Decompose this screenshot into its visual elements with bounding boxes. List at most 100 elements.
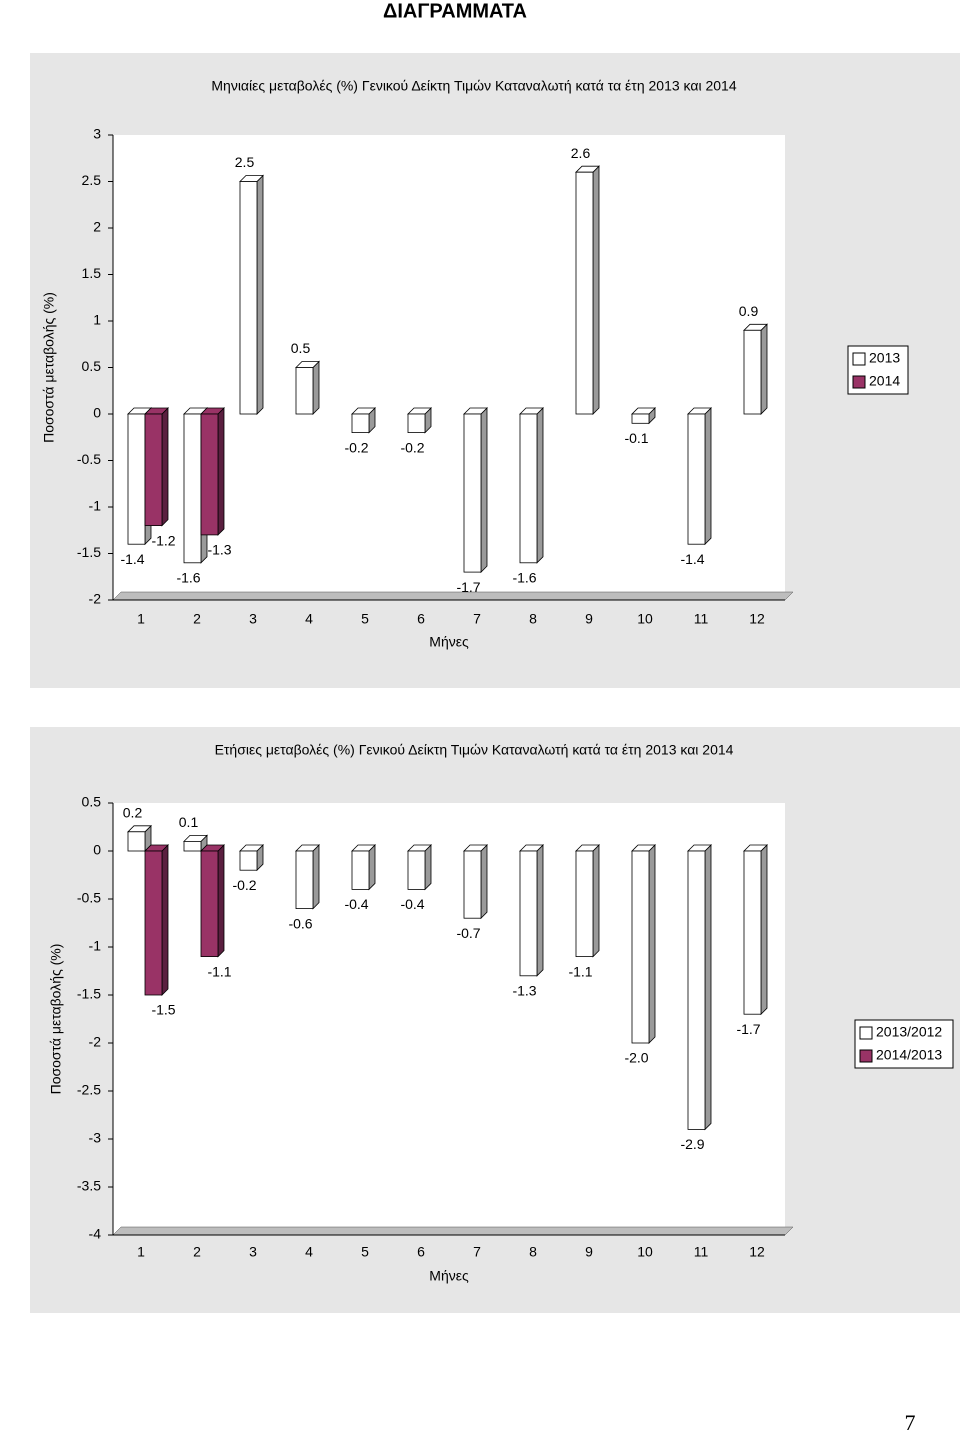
legend-label: 2014: [869, 373, 900, 389]
data-label: 0.1: [179, 814, 199, 830]
legend-label: 2013: [869, 350, 900, 366]
bar-3d: [351, 407, 376, 434]
x-tick-label: 1: [137, 1244, 145, 1260]
bar-3d: [463, 844, 488, 920]
y-tick-label: -3.5: [77, 1178, 101, 1194]
bar-3d: [351, 844, 376, 891]
bar: [295, 850, 314, 909]
bar-side: [312, 360, 320, 415]
plot-area: [113, 135, 785, 600]
data-label: -0.1: [624, 430, 648, 446]
bar: [743, 850, 762, 1015]
bar: [463, 850, 482, 919]
y-tick-label: -1: [89, 498, 102, 514]
bar-side: [161, 407, 169, 527]
data-label: -0.2: [400, 439, 424, 455]
x-tick-label: 4: [305, 611, 313, 627]
bar: [351, 850, 370, 890]
x-tick-label: 11: [694, 611, 709, 627]
x-tick-label: 2: [193, 1244, 201, 1260]
x-tick-label: 5: [361, 1244, 369, 1260]
bar-side: [760, 844, 768, 1016]
x-tick-label: 12: [749, 1244, 765, 1260]
data-label: -2.9: [680, 1136, 704, 1152]
x-tick-label: 7: [473, 1244, 481, 1260]
x-tick-label: 8: [529, 611, 537, 627]
data-label: -0.2: [344, 439, 368, 455]
bar-side: [217, 407, 225, 536]
x-tick-label: 10: [637, 611, 653, 627]
bar-3d: [183, 834, 208, 852]
y-tick-label: -1.5: [77, 986, 101, 1002]
y-tick-label: -0.5: [77, 451, 101, 467]
bar-3d: [407, 407, 432, 434]
y-tick-label: 0: [93, 842, 101, 858]
x-tick-label: 5: [361, 611, 369, 627]
y-tick-label: 3: [93, 126, 101, 142]
page-number: 7: [905, 1410, 916, 1435]
data-label: -1.2: [151, 532, 175, 548]
bar-3d: [687, 407, 712, 546]
bar: [144, 850, 163, 996]
bar-3d: [127, 824, 152, 852]
bar: [200, 850, 219, 957]
data-label: -1.1: [568, 963, 592, 979]
data-label: -1.7: [736, 1021, 760, 1037]
bar-side: [368, 844, 376, 891]
bar: [295, 367, 314, 415]
bar: [127, 413, 146, 545]
data-label: -0.7: [456, 925, 480, 941]
bar: [463, 413, 482, 573]
data-label: -2.0: [624, 1050, 648, 1066]
y-axis-label: Ποσοστά μεταβολής (%): [48, 944, 64, 1095]
data-label: -0.6: [288, 915, 312, 931]
y-tick-label: 0: [93, 405, 101, 421]
legend-swatch: [859, 1026, 873, 1040]
y-tick-label: -2: [89, 591, 102, 607]
bar: [631, 850, 650, 1044]
y-tick-label: 0.5: [82, 794, 102, 810]
bar-side: [648, 844, 656, 1044]
y-tick-label: -2: [89, 1034, 102, 1050]
bar-side: [536, 844, 544, 977]
bar-3d: [200, 844, 225, 958]
x-tick-label: 9: [585, 1244, 593, 1260]
bar: [631, 413, 650, 424]
chart-title: Ετήσιες μεταβολές (%) Γενικού Δείκτη Τιμ…: [215, 742, 734, 758]
x-axis-label: Μήνες: [429, 634, 469, 650]
x-tick-label: 6: [417, 611, 425, 627]
bar-side: [536, 407, 544, 564]
bar-side: [161, 844, 169, 996]
x-tick-label: 1: [137, 611, 145, 627]
bar: [743, 329, 762, 415]
y-tick-label: -1: [89, 938, 102, 954]
bar: [519, 413, 538, 564]
legend-label: 2013/2012: [876, 1024, 942, 1040]
y-tick-label: -2.5: [77, 1082, 101, 1098]
y-tick-label: 0.5: [82, 358, 102, 374]
bar-side: [592, 844, 600, 958]
data-label: 0.9: [739, 303, 759, 319]
bar: [127, 831, 146, 852]
bar-side: [704, 407, 712, 546]
data-label: -0.4: [400, 896, 424, 912]
legend-swatch: [852, 352, 866, 366]
x-tick-label: 8: [529, 1244, 537, 1260]
bar-3d: [631, 844, 656, 1044]
bar: [407, 850, 426, 890]
bar: [200, 413, 219, 536]
data-label: -1.7: [456, 579, 480, 595]
floor: [112, 1226, 794, 1236]
bar: [144, 413, 163, 526]
x-tick-label: 10: [637, 1244, 653, 1260]
chart-title: Μηνιαίες μεταβολές (%) Γενικού Δείκτη Τι…: [211, 78, 736, 94]
bar-side: [424, 844, 432, 891]
bar-3d: [575, 844, 600, 958]
x-tick-label: 6: [417, 1244, 425, 1260]
bar: [183, 841, 202, 852]
data-label: -1.6: [512, 570, 536, 586]
bar-3d: [519, 844, 544, 977]
x-tick-label: 12: [749, 611, 765, 627]
bar-3d: [295, 360, 320, 415]
